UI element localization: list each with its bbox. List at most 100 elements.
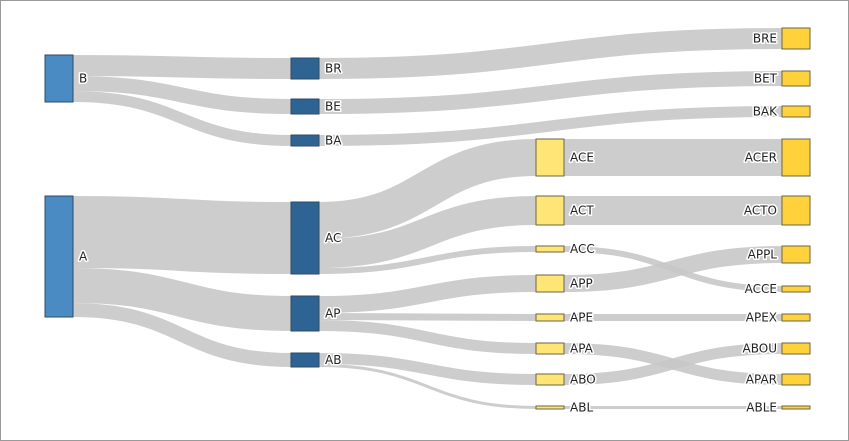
- link-BE-BET[interactable]: [318, 71, 783, 114]
- link-APP-APPL[interactable]: [563, 246, 783, 292]
- node-label: APA: [570, 342, 594, 356]
- node-label: A: [79, 250, 88, 264]
- node-A[interactable]: A: [44, 195, 90, 318]
- node-rect[interactable]: [781, 70, 811, 87]
- node-rect[interactable]: [535, 138, 565, 177]
- link-AP-APA[interactable]: [318, 320, 537, 354]
- node-ACC[interactable]: ACC: [535, 241, 596, 258]
- node-rect[interactable]: [290, 98, 320, 115]
- node-rect[interactable]: [44, 195, 74, 318]
- node-label: ACCE: [745, 282, 777, 296]
- node-label: BAK: [753, 105, 778, 119]
- node-ABOU[interactable]: ABOU: [741, 340, 811, 357]
- node-label: APE: [570, 311, 593, 325]
- node-rect[interactable]: [781, 195, 811, 226]
- node-rect[interactable]: [290, 201, 320, 275]
- node-ABO[interactable]: ABO: [535, 371, 597, 388]
- node-rect[interactable]: [535, 313, 565, 322]
- node-BET[interactable]: BET: [752, 70, 811, 87]
- node-rect[interactable]: [781, 27, 811, 50]
- node-label: AC: [325, 231, 341, 245]
- node-AB[interactable]: AB: [290, 352, 343, 369]
- node-rect[interactable]: [781, 245, 811, 264]
- node-label: BRE: [753, 32, 777, 46]
- node-APPL[interactable]: APPL: [746, 245, 811, 264]
- node-APP[interactable]: APP: [535, 274, 594, 293]
- node-label: APP: [570, 277, 593, 291]
- node-rect[interactable]: [290, 295, 320, 332]
- links-layer: [72, 28, 783, 410]
- node-BE[interactable]: BE: [290, 98, 342, 115]
- link-AC-ACE[interactable]: [318, 139, 537, 239]
- node-label: ABL: [570, 401, 593, 415]
- node-rect[interactable]: [535, 274, 565, 293]
- node-label: BET: [754, 72, 778, 86]
- link-ABO-ABOU[interactable]: [563, 343, 783, 385]
- node-APA[interactable]: APA: [535, 340, 595, 357]
- node-rect[interactable]: [781, 313, 811, 322]
- node-BAK[interactable]: BAK: [751, 103, 811, 120]
- link-AC-ACC[interactable]: [318, 246, 537, 274]
- node-rect[interactable]: [535, 373, 565, 386]
- node-label: ABOU: [743, 342, 777, 356]
- node-BRE[interactable]: BRE: [751, 27, 811, 50]
- node-rect[interactable]: [781, 405, 811, 410]
- link-A-AC[interactable]: [72, 196, 292, 274]
- node-label: ACE: [570, 151, 594, 165]
- link-AB-ABL[interactable]: [318, 364, 537, 409]
- node-label: BR: [325, 62, 342, 76]
- node-rect[interactable]: [290, 57, 320, 80]
- link-A-AP[interactable]: [72, 268, 292, 331]
- node-label: BE: [325, 100, 341, 114]
- node-rect[interactable]: [535, 405, 565, 410]
- node-B[interactable]: B: [44, 54, 89, 103]
- link-AC-ACT[interactable]: [318, 196, 537, 268]
- node-rect[interactable]: [44, 54, 74, 103]
- node-rect[interactable]: [781, 373, 811, 386]
- node-APEX[interactable]: APEX: [744, 309, 811, 326]
- node-AC[interactable]: AC: [290, 201, 343, 275]
- link-A-AB[interactable]: [72, 303, 292, 367]
- link-AP-APP[interactable]: [318, 275, 537, 313]
- node-label: B: [79, 72, 87, 86]
- node-ACCE[interactable]: ACCE: [743, 281, 811, 298]
- link-B-BA[interactable]: [72, 91, 292, 146]
- node-BA[interactable]: BA: [290, 132, 344, 149]
- node-BR[interactable]: BR: [290, 57, 343, 80]
- node-ACT[interactable]: ACT: [535, 195, 596, 226]
- node-label: BA: [325, 134, 342, 148]
- node-rect[interactable]: [290, 134, 320, 147]
- nodes-layer: BABRBEBAACAPABACEACTACCAPPAPEAPAABOABLBR…: [44, 27, 811, 416]
- link-B-BR[interactable]: [72, 55, 292, 79]
- node-label: AB: [325, 353, 341, 367]
- node-rect[interactable]: [781, 342, 811, 355]
- node-label: ACER: [745, 151, 777, 165]
- node-rect[interactable]: [781, 105, 811, 118]
- node-AP[interactable]: AP: [290, 295, 342, 332]
- link-AB-ABO[interactable]: [318, 353, 537, 385]
- link-AP-APE[interactable]: [318, 313, 537, 321]
- link-B-BE[interactable]: [72, 76, 292, 114]
- node-rect[interactable]: [781, 285, 811, 293]
- node-label: ACTO: [744, 204, 777, 218]
- node-label: ABO: [570, 373, 596, 387]
- node-rect[interactable]: [535, 195, 565, 226]
- link-BR-BRE[interactable]: [318, 28, 783, 79]
- node-rect[interactable]: [535, 342, 565, 355]
- node-label: ACC: [570, 242, 595, 256]
- node-rect[interactable]: [781, 138, 811, 177]
- node-APAR[interactable]: APAR: [744, 371, 811, 388]
- node-rect[interactable]: [290, 352, 320, 368]
- node-label: ABLE: [746, 401, 777, 415]
- node-APE[interactable]: APE: [535, 309, 595, 326]
- node-ACE[interactable]: ACE: [535, 138, 595, 177]
- node-ABL[interactable]: ABL: [535, 399, 595, 416]
- node-ACER[interactable]: ACER: [743, 138, 811, 177]
- link-BA-BAK[interactable]: [318, 106, 783, 146]
- node-ABLE[interactable]: ABLE: [745, 399, 811, 416]
- node-label: APEX: [746, 311, 777, 325]
- node-rect[interactable]: [535, 245, 565, 253]
- node-ACTO[interactable]: ACTO: [742, 195, 811, 226]
